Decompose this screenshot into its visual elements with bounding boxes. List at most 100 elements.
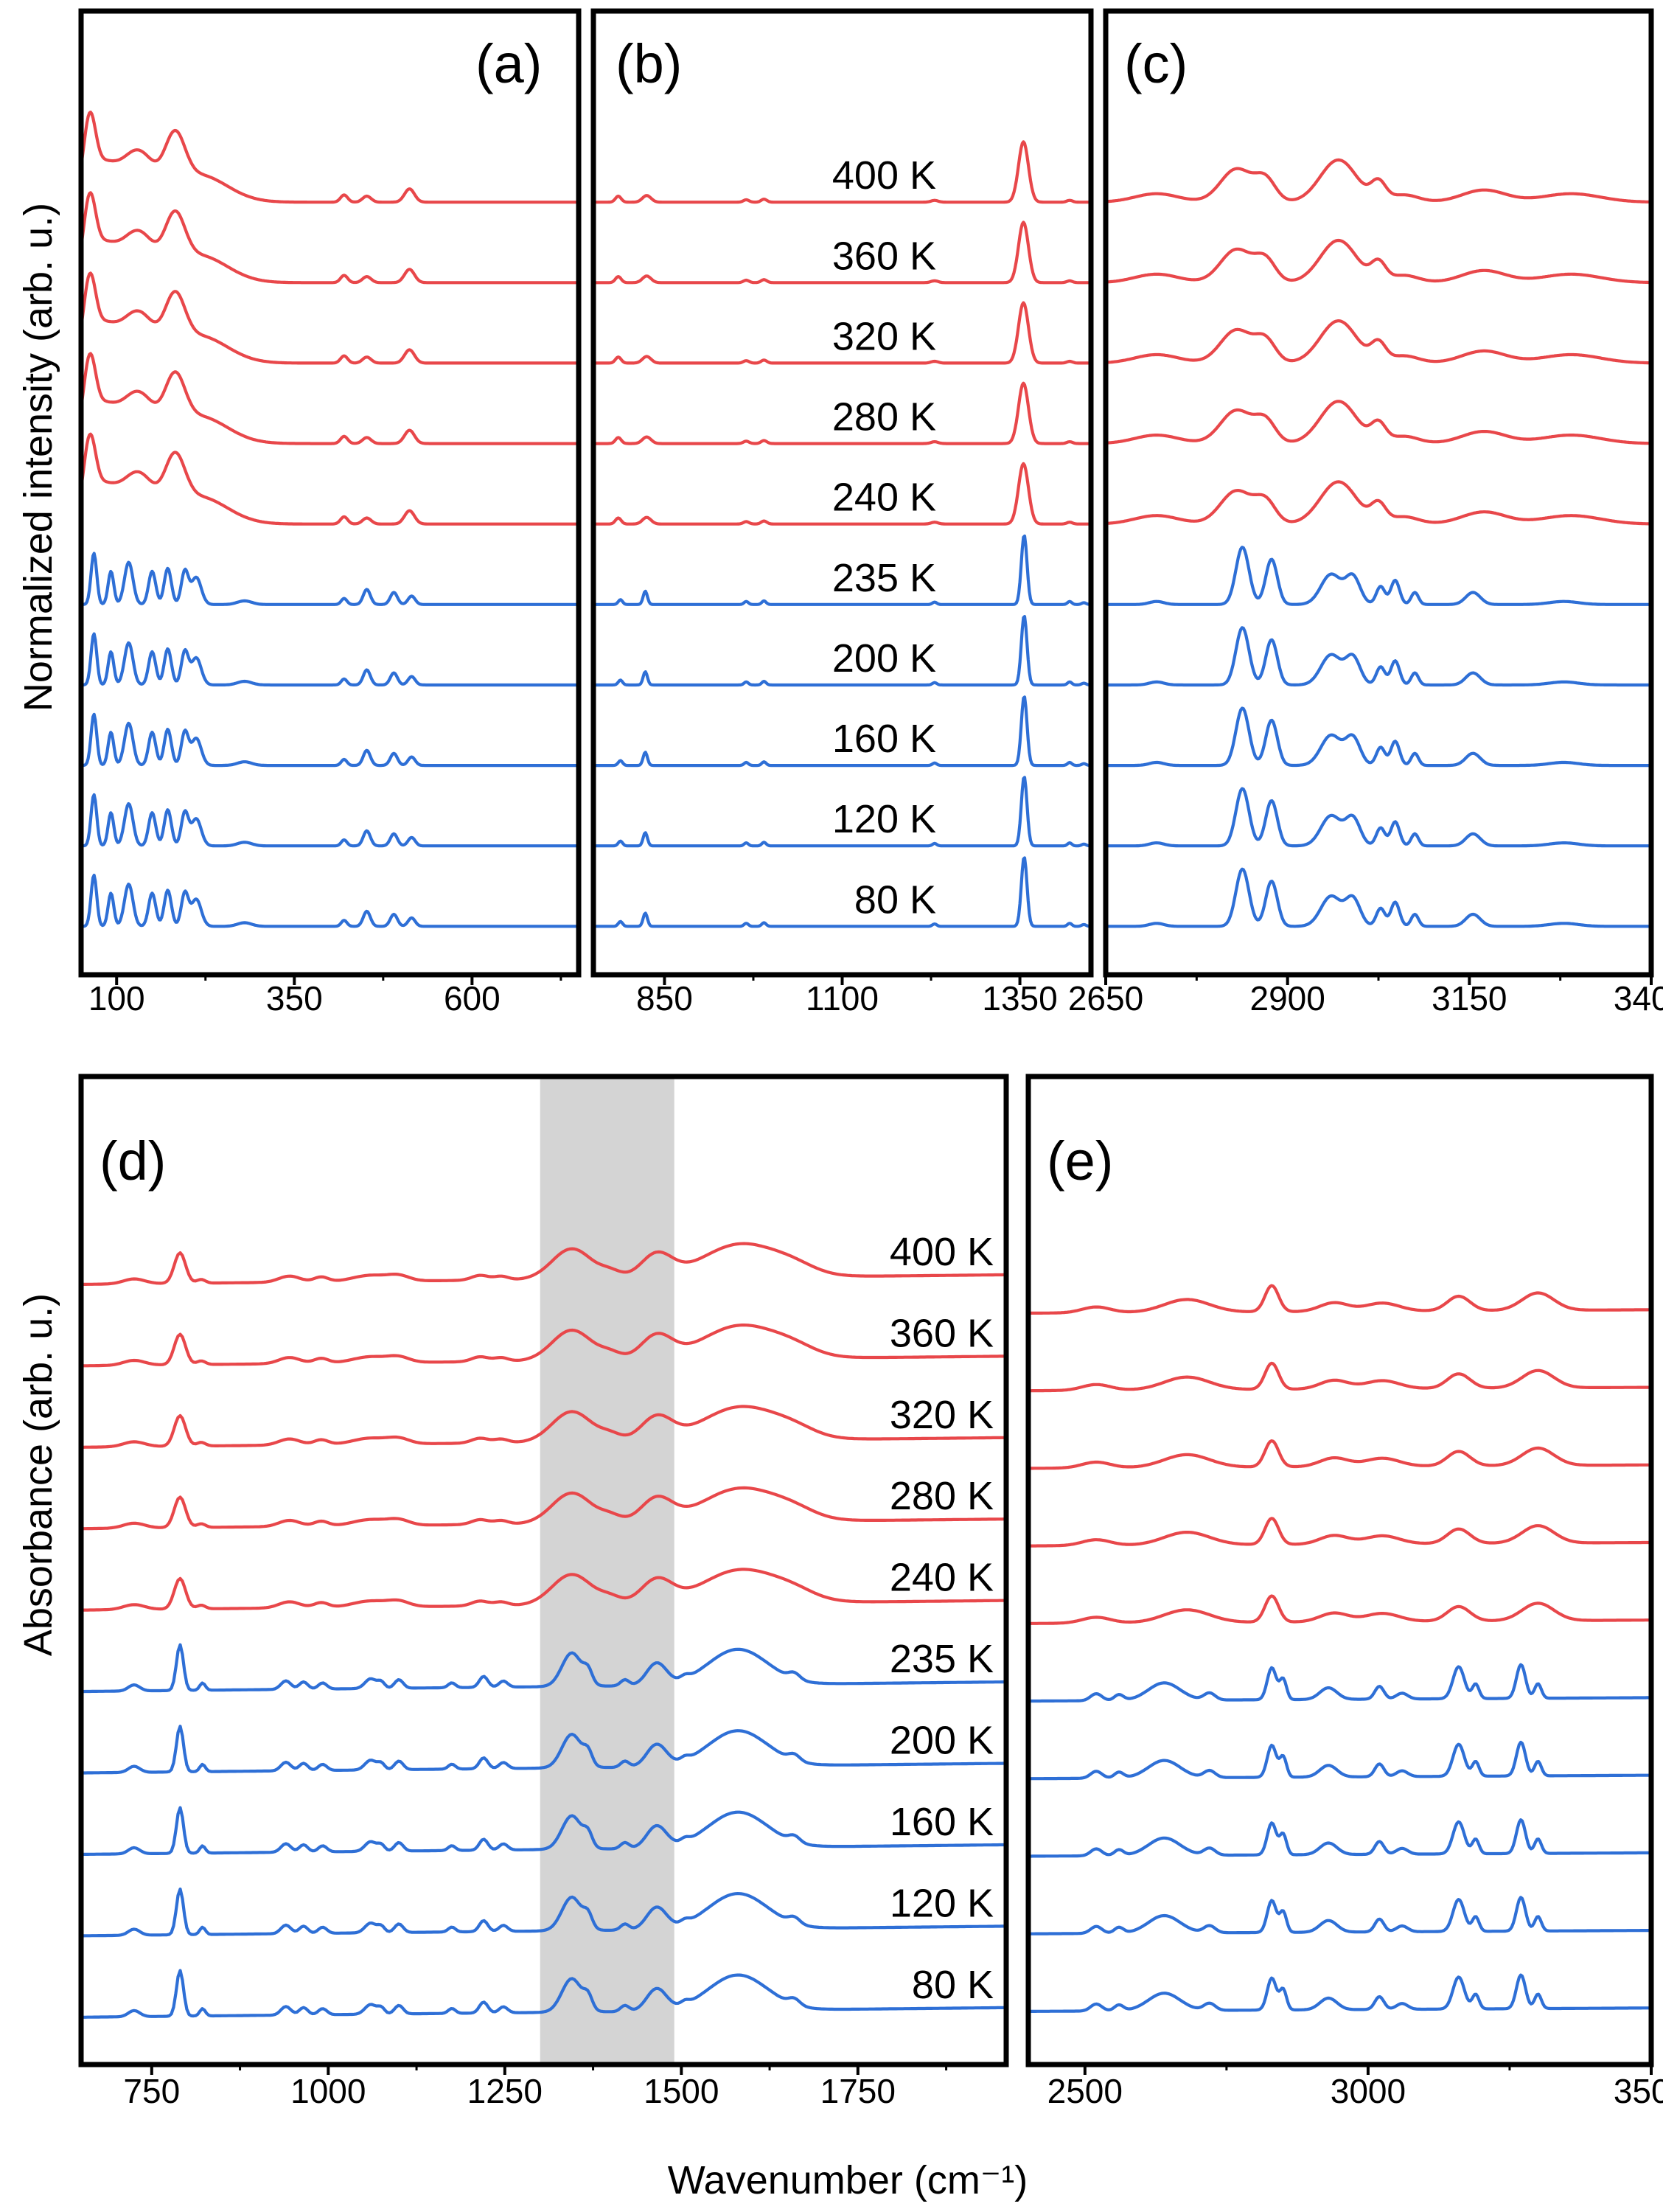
series-235k <box>591 534 1093 606</box>
temp-label: 400 K <box>890 1230 994 1274</box>
series-120k <box>79 793 581 848</box>
x-tick-label: 1000 <box>290 2072 366 2110</box>
series-280k <box>591 381 1093 445</box>
temp-label: 200 K <box>890 1719 994 1763</box>
series-160k <box>79 712 581 768</box>
series-235k <box>79 1643 1008 1694</box>
x-tick-label: 100 <box>88 979 145 1018</box>
panel-e: 2500 3000 3500 <box>1025 1074 1663 2110</box>
x-tick-label: 1100 <box>806 979 879 1018</box>
temp-label: 240 K <box>890 1556 994 1600</box>
temp-label: 120 K <box>890 1881 994 1925</box>
series-120k <box>1104 787 1653 848</box>
series-120k <box>591 776 1093 848</box>
x-tick-label: 2900 <box>1249 979 1325 1018</box>
x-tick-label: 1250 <box>467 2072 543 2110</box>
series-400k <box>79 1242 1008 1286</box>
series-400k <box>1104 158 1653 204</box>
series-200k <box>79 632 581 687</box>
series-400k <box>1026 1284 1653 1315</box>
panel-a-label: (a) <box>475 33 542 94</box>
y-axis-label-top: Normalized intensity (arb. u.) <box>16 203 60 712</box>
series-160k <box>1026 1818 1653 1858</box>
x-tick-label: 3000 <box>1331 2072 1406 2110</box>
series-120k <box>1026 1896 1653 1935</box>
panel-d-label: (d) <box>100 1130 166 1192</box>
series-320k <box>79 271 581 365</box>
series-360k <box>591 220 1093 285</box>
temp-label: 80 K <box>912 1963 994 2007</box>
plot-frame <box>78 8 582 978</box>
series-200k <box>1026 1740 1653 1781</box>
x-tick-label: 3400 <box>1614 979 1663 1018</box>
x-tick-label: 350 <box>266 979 323 1018</box>
series-280k <box>1104 400 1653 445</box>
x-tick-label: 1350 <box>982 979 1057 1018</box>
x-tick-label: 600 <box>444 979 501 1018</box>
panel-b-label: (b) <box>616 33 682 94</box>
series-400k <box>79 111 581 204</box>
series-240k <box>79 1568 1008 1612</box>
series-235k <box>1104 546 1653 606</box>
temp-label: 235 K <box>832 556 936 600</box>
series-200k <box>591 615 1093 687</box>
temp-label: 280 K <box>890 1474 994 1518</box>
series-200k <box>79 1725 1008 1775</box>
plot-frame <box>78 1074 1009 2067</box>
series-200k <box>1104 626 1653 687</box>
series-280k <box>79 1486 1008 1531</box>
temp-label: 320 K <box>890 1393 994 1437</box>
series-80k <box>1104 867 1653 928</box>
series-360k <box>79 191 581 285</box>
x-axis-label: Wavenumber (cm⁻¹) <box>668 2158 1028 2202</box>
series-240k <box>591 462 1093 526</box>
series-80k <box>591 856 1093 928</box>
temp-label: 200 K <box>832 636 936 681</box>
temp-label: 160 K <box>890 1800 994 1844</box>
panel-c: 2650 2900 3150 3400 <box>1068 8 1663 1018</box>
series-240k <box>1104 480 1653 526</box>
panel-a: 100 350 600 <box>78 8 582 1018</box>
series-360k <box>79 1324 1008 1368</box>
series-360k <box>1026 1361 1653 1393</box>
temp-label: 235 K <box>890 1637 994 1681</box>
y-axis-label-bottom: Absorbance (arb. u.) <box>16 1293 60 1656</box>
series-320k <box>1026 1439 1653 1470</box>
panel-d: 400 K 360 K 320 K 280 K 240 K 235 K 200 K 160 K… <box>78 1074 1009 2110</box>
temp-label: 120 K <box>832 797 936 841</box>
series-400k <box>591 140 1093 204</box>
x-tick-label: 1500 <box>644 2072 719 2110</box>
panel-e-label: (e) <box>1047 1130 1113 1192</box>
series-80k <box>79 1969 1008 2019</box>
x-tick-label: 3500 <box>1614 2072 1663 2110</box>
x-tick-label: 2500 <box>1047 2072 1123 2110</box>
series-80k <box>1026 1973 1653 2013</box>
series-320k <box>79 1405 1008 1449</box>
series-160k <box>79 1806 1008 1857</box>
x-tick-label: 1750 <box>820 2072 896 2110</box>
x-tick-label: 3150 <box>1432 979 1507 1018</box>
temp-label: 400 K <box>832 153 936 198</box>
temp-label: 320 K <box>832 314 936 358</box>
temp-label: 160 K <box>832 717 936 761</box>
series-120k <box>79 1887 1008 1938</box>
series-160k <box>591 695 1093 768</box>
temp-label: 80 K <box>854 877 936 922</box>
panel-c-label: (c) <box>1124 33 1188 94</box>
temp-label: 280 K <box>832 395 936 439</box>
series-235k <box>79 552 581 606</box>
series-320k <box>1104 319 1653 365</box>
series-235k <box>1026 1663 1653 1703</box>
temp-label: 360 K <box>890 1311 994 1355</box>
series-240k <box>1026 1594 1653 1625</box>
series-80k <box>79 873 581 928</box>
temp-label: 240 K <box>832 476 936 520</box>
temp-label: 360 K <box>832 234 936 278</box>
series-160k <box>1104 706 1653 768</box>
x-tick-label: 850 <box>636 979 693 1018</box>
series-320k <box>591 301 1093 365</box>
plot-frame <box>1025 1074 1654 2067</box>
x-tick-label: 2650 <box>1068 979 1143 1018</box>
series-280k <box>79 352 581 445</box>
